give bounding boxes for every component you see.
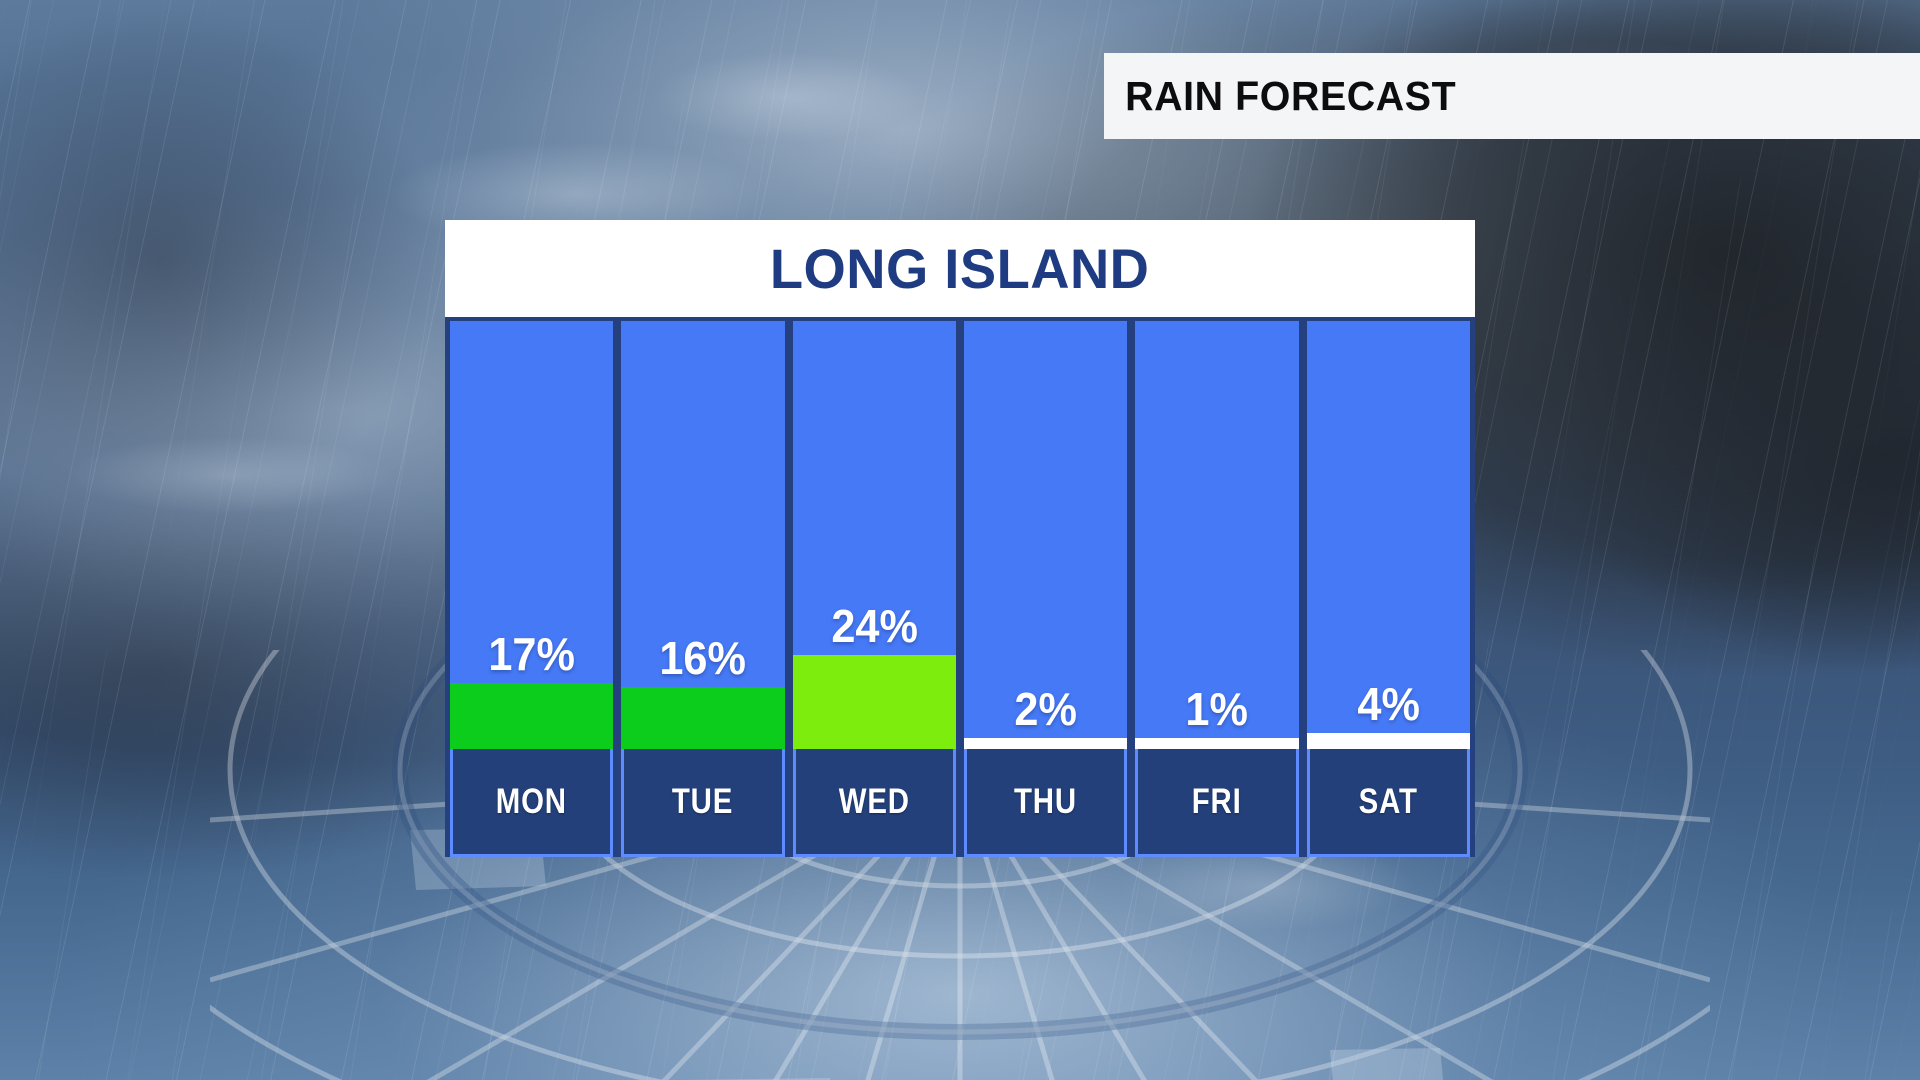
bar-plot-area: 16% — [621, 321, 785, 749]
rain-chance-bar-chart: 17% MON 16% TUE 24% WED 2% THU 1% FRI 4% SAT — [445, 317, 1475, 857]
bar-column-tue[interactable]: 16% TUE — [617, 321, 789, 857]
bar-value-label: 1% — [1185, 683, 1249, 735]
bar-value-segment — [1135, 738, 1299, 749]
day-label: THU — [1014, 781, 1078, 821]
bar-column-thu[interactable]: 2% THU — [959, 321, 1132, 857]
bar-value-label: 16% — [659, 632, 747, 684]
bar-column-mon[interactable]: 17% MON — [445, 321, 618, 857]
page-title: LONG ISLAND — [770, 237, 1150, 300]
bar-value-label: 17% — [488, 628, 575, 680]
bar-plot-area: 2% — [963, 321, 1128, 749]
day-label: SAT — [1358, 781, 1418, 821]
rain-forecast-banner-label: RAIN FORECAST — [1125, 72, 1457, 119]
day-label: TUE — [672, 781, 734, 821]
bar-value-segment — [1306, 733, 1470, 749]
bar-column-sat[interactable]: 4% SAT — [1302, 321, 1475, 857]
bar-value-label: 4% — [1357, 678, 1420, 730]
bar-column-wed[interactable]: 24% WED — [788, 321, 960, 857]
day-label-cell[interactable]: SAT — [1306, 749, 1470, 857]
day-label-cell[interactable]: FRI — [1135, 749, 1299, 857]
day-label-cell[interactable]: MON — [450, 749, 614, 857]
bar-value-segment — [963, 738, 1128, 749]
bar-value-label: 24% — [831, 600, 918, 652]
forecast-panel: LONG ISLAND 17% MON 16% TUE 24% WED 2% THU 1% FRI… — [445, 220, 1475, 857]
bar-value-segment — [792, 655, 956, 749]
day-label: WED — [838, 781, 910, 821]
panel-header: LONG ISLAND — [445, 220, 1475, 317]
bar-value-label: 2% — [1014, 683, 1077, 735]
bar-plot-area: 17% — [450, 321, 614, 749]
day-label-cell[interactable]: TUE — [621, 749, 785, 857]
day-label: MON — [496, 781, 568, 821]
day-label: FRI — [1192, 781, 1242, 821]
bar-value-segment — [450, 683, 614, 749]
bar-plot-area: 24% — [792, 321, 956, 749]
bar-plot-area: 1% — [1135, 321, 1299, 749]
bar-plot-area: 4% — [1306, 321, 1470, 749]
day-label-cell[interactable]: WED — [792, 749, 956, 857]
bar-value-segment — [621, 687, 785, 749]
day-label-cell[interactable]: THU — [963, 749, 1128, 857]
bar-column-fri[interactable]: 1% FRI — [1131, 321, 1303, 857]
rain-forecast-banner: RAIN FORECAST — [1104, 53, 1920, 139]
